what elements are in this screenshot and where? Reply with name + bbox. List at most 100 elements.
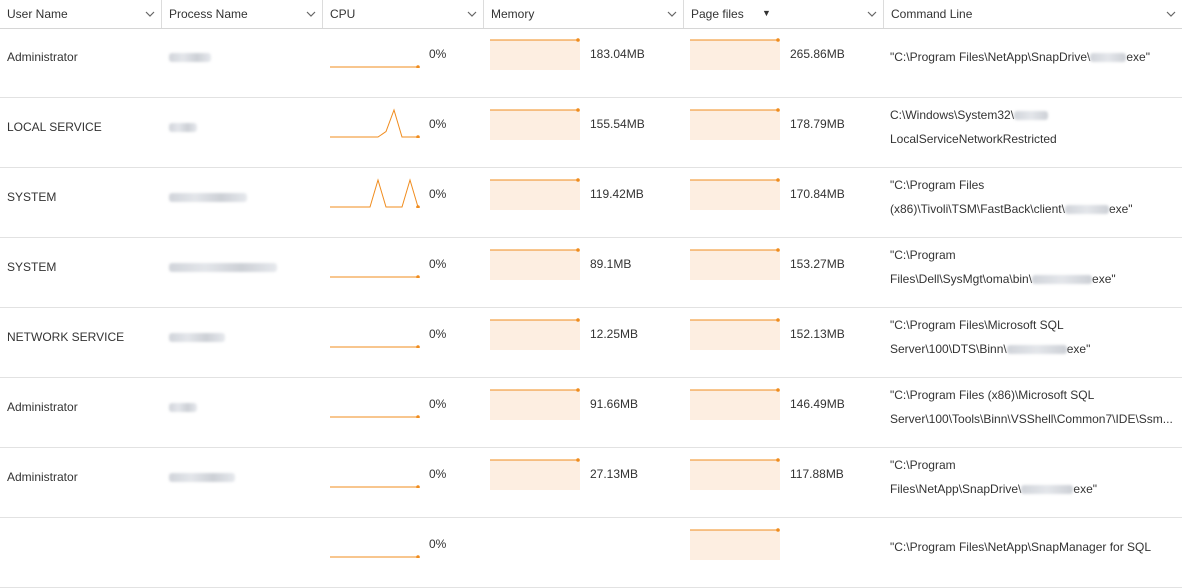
command-line-segment: "C:\Program Files (x86)\Microsoft SQL <box>890 388 1095 402</box>
cpu-value: 0% <box>429 397 447 411</box>
user-name-cell: Administrator <box>7 400 78 414</box>
memory-value: 27.13MB <box>590 467 639 481</box>
redacted-executable-name <box>1064 205 1109 215</box>
memory-sparkline <box>490 318 580 350</box>
page-files-sparkline <box>690 108 780 140</box>
table-row[interactable]: Administrator 0% 183.04MB 265.86MB "C:\Progr… <box>0 28 1182 98</box>
command-line-segment: Server\100\DTS\Binn\ <box>890 342 1007 356</box>
cpu-sparkline-point <box>416 65 420 68</box>
user-name-cell: Administrator <box>7 50 78 64</box>
command-line-text: "C:\Program Files\NetApp\SnapManager for… <box>890 535 1151 559</box>
column-header-page-files[interactable]: Page files ▼ <box>684 0 884 28</box>
table-header: User Name Process Name CPU Memory Page files… <box>0 0 1182 29</box>
page-files-sparkline-point <box>776 178 780 182</box>
command-line-segment: Files\Dell\SysMgt\oma\bin\ <box>890 272 1033 286</box>
command-line-segment: exe" <box>1066 342 1091 356</box>
page-files-sparkline-point <box>776 318 780 322</box>
command-line-segment: "C:\Program <box>890 248 956 262</box>
memory-sparkline-point <box>576 248 580 252</box>
column-header-process-name[interactable]: Process Name <box>162 0 323 28</box>
column-header-memory[interactable]: Memory <box>484 0 684 28</box>
command-line-text: "C:\Program <box>890 453 956 477</box>
column-header-command-line[interactable]: Command Line <box>884 0 1182 28</box>
redacted-process-name <box>169 473 235 482</box>
command-line-segment: "C:\Program <box>890 458 956 472</box>
redacted-executable-name <box>1090 53 1127 63</box>
column-header-label: Command Line <box>891 7 973 21</box>
command-line-text: LocalServiceNetworkRestricted <box>890 127 1057 151</box>
page-files-sparkline <box>690 528 780 560</box>
page-files-sparkline <box>690 248 780 280</box>
page-files-value: 152.13MB <box>790 327 845 341</box>
chevron-down-icon[interactable] <box>306 8 316 18</box>
table-row[interactable]: SYSTEM 0% 119.42MB 170.84MB "C:\Program File… <box>0 168 1182 238</box>
command-line-segment: "C:\Program Files\NetApp\SnapDrive\ <box>890 50 1091 64</box>
command-line-text: (x86)\Tivoli\TSM\FastBack\client\ exe" <box>890 197 1133 221</box>
chevron-down-icon[interactable] <box>1166 8 1176 18</box>
command-line-segment: C:\Windows\System32\ <box>890 108 1015 122</box>
cpu-sparkline-point <box>416 205 420 208</box>
command-line-segment: exe" <box>1108 202 1133 216</box>
column-header-label: CPU <box>330 7 356 21</box>
redacted-process-name <box>169 403 197 412</box>
sort-descending-icon: ▼ <box>762 8 771 18</box>
cpu-value: 0% <box>429 467 447 481</box>
command-line-segment: "C:\Program Files <box>890 178 985 192</box>
chevron-down-icon[interactable] <box>667 8 677 18</box>
cpu-sparkline <box>330 555 420 558</box>
page-files-sparkline <box>690 38 780 70</box>
memory-sparkline <box>490 248 580 280</box>
table-row[interactable]: LOCAL SERVICE 0% 155.54MB 178.79MB C:\Window… <box>0 98 1182 168</box>
command-line-segment: Files\NetApp\SnapDrive\ <box>890 482 1022 496</box>
column-header-user-name[interactable]: User Name <box>0 0 162 28</box>
chevron-down-icon[interactable] <box>867 8 877 18</box>
page-files-value: 170.84MB <box>790 187 845 201</box>
column-header-label: Page files <box>691 7 744 21</box>
memory-sparkline <box>490 458 580 490</box>
user-name-cell: LOCAL SERVICE <box>7 120 102 134</box>
memory-sparkline-point <box>576 178 580 182</box>
cpu-sparkline-point <box>416 275 420 278</box>
column-header-cpu[interactable]: CPU <box>323 0 484 28</box>
memory-value: 91.66MB <box>590 397 639 411</box>
cpu-value: 0% <box>429 257 447 271</box>
redacted-executable-name <box>1021 485 1074 495</box>
table-row[interactable]: NETWORK SERVICE 0% 12.25MB 152.13MB "C:\Prog… <box>0 308 1182 378</box>
memory-sparkline <box>490 178 580 210</box>
command-line-segment: LocalServiceNetworkRestricted <box>890 132 1057 146</box>
cpu-value: 0% <box>429 327 447 341</box>
page-files-sparkline-point <box>776 38 780 42</box>
chevron-down-icon[interactable] <box>145 8 155 18</box>
column-header-label: Memory <box>491 7 535 21</box>
table-row[interactable]: SYSTEM 0% 89.1MB 153.27MB "C:\Program Files\D… <box>0 238 1182 308</box>
redacted-process-name <box>169 53 211 62</box>
command-line-text: "C:\Program <box>890 243 956 267</box>
table-row[interactable]: Administrator 0% 27.13MB 117.88MB "C:\Progra… <box>0 448 1182 518</box>
page-files-sparkline-point <box>776 108 780 112</box>
chevron-down-icon[interactable] <box>467 8 477 18</box>
command-line-text: "C:\Program Files <box>890 173 984 197</box>
redacted-process-name <box>169 193 247 202</box>
memory-value: 183.04MB <box>590 47 645 61</box>
cpu-sparkline <box>330 178 420 208</box>
cpu-sparkline <box>330 485 420 488</box>
page-files-sparkline-point <box>776 528 780 532</box>
page-files-sparkline <box>690 388 780 420</box>
cpu-sparkline-point <box>416 555 420 558</box>
redacted-executable-name <box>1006 345 1067 355</box>
page-files-sparkline <box>690 178 780 210</box>
memory-sparkline-point <box>576 458 580 462</box>
memory-sparkline <box>490 108 580 140</box>
redacted-process-name <box>169 263 277 272</box>
table-row[interactable]: Administrator 0% 91.66MB 146.49MB "C:\Progra… <box>0 378 1182 448</box>
command-line-segment: "C:\Program Files\NetApp\SnapManager for… <box>890 540 1152 554</box>
cpu-value: 0% <box>429 117 447 131</box>
page-files-sparkline <box>690 458 780 490</box>
command-line-segment: exe" <box>1073 482 1097 496</box>
cpu-value: 0% <box>429 187 447 201</box>
memory-sparkline-point <box>576 108 580 112</box>
table-row[interactable]: 0% "C:\Program Files\NetApp\SnapManager f… <box>0 518 1182 588</box>
cpu-value: 0% <box>429 537 447 551</box>
command-line-segment: exe" <box>1092 272 1116 286</box>
memory-value: 155.54MB <box>590 117 645 131</box>
